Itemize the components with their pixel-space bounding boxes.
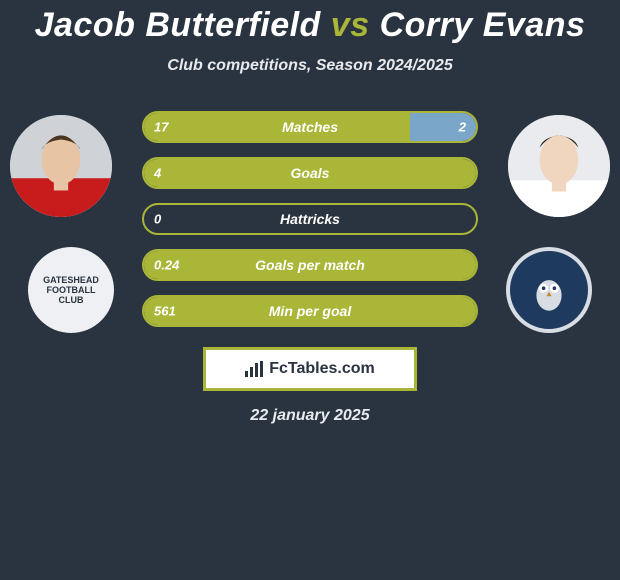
stat-label: Min per goal <box>144 303 476 319</box>
player1-name: Jacob Butterfield <box>35 6 321 44</box>
page-title: Jacob Butterfield vs Corry Evans <box>0 0 620 45</box>
stat-label: Matches <box>144 119 476 135</box>
stat-bar: 0.24Goals per match <box>142 249 478 281</box>
subtitle: Club competitions, Season 2024/2025 <box>0 57 620 75</box>
stat-label: Goals <box>144 165 476 181</box>
stat-bars: 172Matches 4Goals 0Hattricks 0.24Goals per … <box>142 105 478 327</box>
club2-crest <box>506 247 592 333</box>
stat-bar: 0Hattricks <box>142 203 478 235</box>
player2-portrait-icon <box>508 115 610 217</box>
brand-label: FcTables.com <box>269 360 375 378</box>
player1-portrait-icon <box>10 115 112 217</box>
owl-crest-icon <box>522 263 576 317</box>
stat-label: Hattricks <box>144 211 476 227</box>
vs-label: vs <box>331 6 370 44</box>
player2-avatar <box>508 115 610 217</box>
player2-name: Corry Evans <box>380 6 586 44</box>
stat-bar: 172Matches <box>142 111 478 143</box>
bar-chart-icon <box>245 361 263 377</box>
player1-avatar <box>10 115 112 217</box>
stat-label: Goals per match <box>144 257 476 273</box>
club1-crest: GATESHEAD FOOTBALL CLUB <box>28 247 114 333</box>
stat-bar: 561Min per goal <box>142 295 478 327</box>
club1-crest-label: GATESHEAD FOOTBALL CLUB <box>34 275 108 305</box>
stat-bar: 4Goals <box>142 157 478 189</box>
comparison-content: GATESHEAD FOOTBALL CLUB 172Matches 4Goals… <box>0 105 620 425</box>
footer-date: 22 january 2025 <box>0 407 620 425</box>
brand-box: FcTables.com <box>203 347 417 391</box>
